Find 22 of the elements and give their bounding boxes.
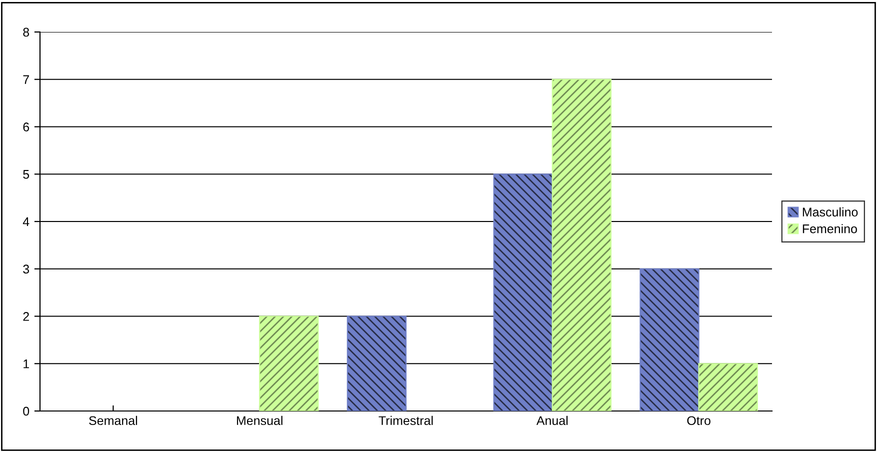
bar [259, 316, 319, 411]
y-tick-label: 0 [23, 406, 30, 416]
y-tick-label: 5 [23, 170, 30, 179]
y-tick-label: 2 [23, 312, 29, 321]
y-tick-label: 4 [22, 217, 30, 226]
bar [640, 268, 700, 411]
legend-label: Femenino [802, 224, 857, 234]
x-tick-label: Trimestral [378, 416, 433, 426]
x-tick-label: Semanal [89, 416, 138, 426]
legend-label: Masculino [802, 207, 858, 217]
y-tick-label: 6 [23, 122, 30, 132]
x-tick-label: Anual [536, 416, 568, 426]
bar [698, 363, 758, 411]
bar [493, 174, 553, 411]
y-tick-label: 8 [23, 28, 30, 37]
bar [552, 78, 612, 411]
x-tick-label: Otro [687, 416, 710, 426]
y-tick-label: 3 [23, 264, 30, 274]
y-tick-label: 7 [23, 75, 29, 84]
y-tick-label: 1 [24, 360, 29, 368]
x-tick-label: Mensual [237, 416, 282, 426]
bar [346, 316, 407, 411]
